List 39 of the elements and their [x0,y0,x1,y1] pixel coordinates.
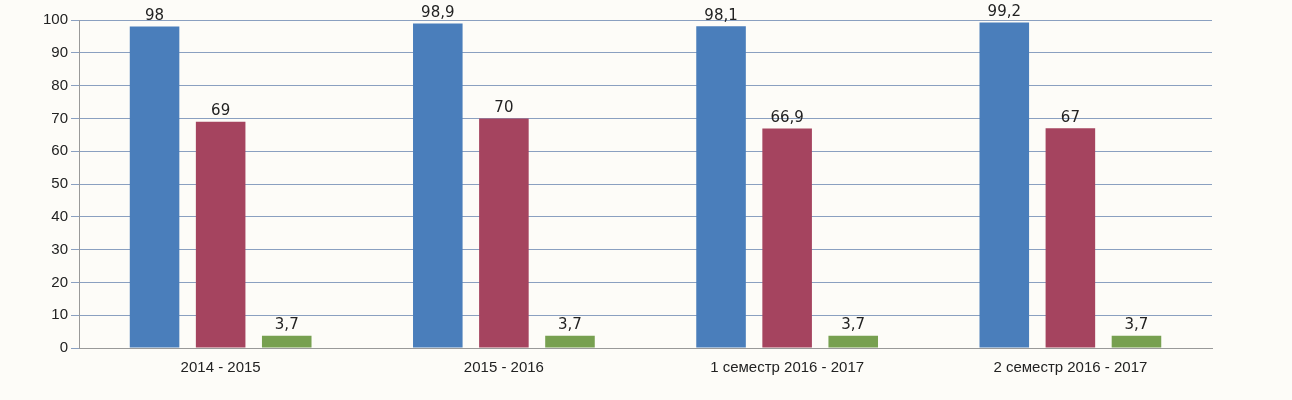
data-label: 67 [1060,107,1080,126]
data-label: 3,7 [1124,315,1149,334]
bar [979,22,1030,348]
data-label: 3,7 [558,315,582,334]
x-tick-label: 2 семестр 2016 - 2017 [993,358,1148,376]
bar [1045,128,1096,348]
bar [129,26,180,348]
y-tick-label: 0 [59,338,69,356]
data-label: 3,7 [274,315,299,334]
bar [195,121,246,348]
data-label: 70 [494,97,514,116]
y-tick-label: 80 [51,75,69,93]
data-label: 3,7 [841,315,866,334]
bar [762,128,812,348]
data-label: 99,2 [987,2,1021,21]
bar [696,26,746,348]
bar [828,335,879,348]
y-tick-label: 10 [51,305,69,323]
bar [545,335,595,348]
data-label: 98 [145,5,165,24]
y-tick-label: 70 [51,108,69,126]
y-tick-label: 30 [51,239,69,257]
y-tick-label: 60 [51,141,69,159]
y-tick-label: 40 [51,206,69,224]
data-label: 66,9 [770,107,804,126]
bar [1111,335,1162,348]
data-label: 98,9 [421,3,455,21]
x-tick-label: 2015 - 2016 [463,358,544,376]
bar [479,118,529,348]
data-label: 98,1 [704,5,738,24]
bar [261,335,312,348]
data-label: 69 [211,101,231,120]
x-tick-label: 1 семестр 2016 - 2017 [710,358,865,376]
y-tick-label: 90 [51,42,69,60]
y-tick-label: 20 [51,272,69,290]
y-tick-label: 50 [51,174,69,192]
bar [413,23,463,348]
x-tick-label: 2014 - 2015 [180,358,261,376]
y-tick-label: 100 [43,10,69,28]
